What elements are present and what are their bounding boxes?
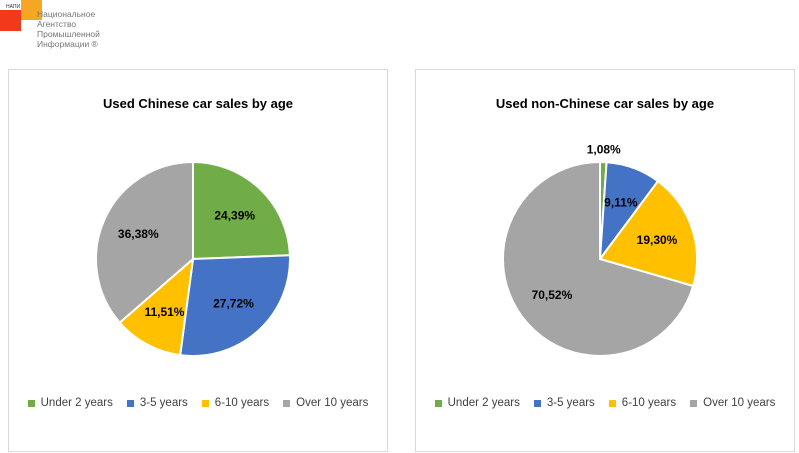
logo-text: Национальное Агентство Промышленной Инфо… bbox=[37, 9, 100, 49]
legend-label: 3-5 years bbox=[139, 397, 188, 409]
legend-item: Over 10 years bbox=[283, 397, 368, 409]
pie-slice-6-10-years bbox=[598, 179, 698, 288]
legend-item: Under 2 years bbox=[434, 397, 520, 409]
pie-slice-6-10-years bbox=[118, 256, 195, 357]
pie-svg: 1,08% 9,11% 19,30% 70,52% bbox=[502, 142, 698, 357]
chart-title: Used Chinese car sales by age bbox=[102, 96, 294, 111]
legend-swatch bbox=[283, 399, 291, 407]
legend-item: Under 2 years bbox=[27, 397, 113, 409]
legend-label: Over 10 years bbox=[703, 397, 776, 409]
data-label: 24,39% bbox=[214, 209, 255, 223]
legend-swatch bbox=[608, 399, 616, 407]
legend-item: 3-5 years bbox=[126, 397, 188, 409]
data-label: 9,11% bbox=[604, 196, 638, 210]
legend-swatch bbox=[126, 399, 134, 407]
legend-label: Over 10 years bbox=[296, 397, 369, 409]
pie-slice-under-2-years bbox=[192, 160, 291, 261]
data-label: 36,38% bbox=[118, 227, 159, 241]
legend-swatch bbox=[533, 399, 541, 407]
legend-item: 6-10 years bbox=[608, 397, 677, 409]
pie-slice-over-10-years bbox=[95, 160, 194, 325]
legend-label: Under 2 years bbox=[40, 397, 113, 409]
legend-swatch bbox=[27, 399, 35, 407]
data-label: 27,72% bbox=[213, 296, 254, 310]
legend-item: 6-10 years bbox=[201, 397, 270, 409]
legend-label: 3-5 years bbox=[546, 397, 595, 409]
pie-svg: 24,39% 27,72% 11,51% 36,38% bbox=[95, 160, 291, 357]
legend-label: 6-10 years bbox=[214, 397, 270, 409]
legend-label: 6-10 years bbox=[621, 397, 677, 409]
legend-swatch bbox=[434, 399, 442, 407]
data-label: 70,52% bbox=[532, 288, 573, 302]
legend-item: Over 10 years bbox=[690, 397, 775, 409]
logo-abbr: НАПИ bbox=[6, 4, 21, 10]
logo-red-square bbox=[0, 10, 21, 31]
legend-label: Under 2 years bbox=[447, 397, 520, 409]
data-label: 1,08% bbox=[587, 142, 621, 156]
legend-item: 3-5 years bbox=[533, 397, 595, 409]
legend-swatch bbox=[690, 399, 698, 407]
pie-slice-over-10-years bbox=[502, 160, 695, 357]
chart-non-chinese: Used non-Chinese car sales by age 1,08% 9… bbox=[415, 69, 795, 452]
chart-chinese: Used Chinese car sales by age 24,39% 27,7… bbox=[8, 69, 388, 452]
logo-orange-square bbox=[21, 0, 42, 20]
legend: Under 2 years 3-5 years 6-10 years Over 10 … bbox=[416, 397, 794, 409]
legend-swatch bbox=[201, 399, 209, 407]
data-label: 19,30% bbox=[637, 233, 678, 247]
legend: Under 2 years 3-5 years 6-10 years Over 10 … bbox=[9, 397, 387, 409]
pie-slice-3-5-years bbox=[179, 254, 291, 357]
data-label: 11,51% bbox=[144, 305, 184, 319]
chart-title: Used non-Chinese car sales by age bbox=[495, 96, 715, 111]
